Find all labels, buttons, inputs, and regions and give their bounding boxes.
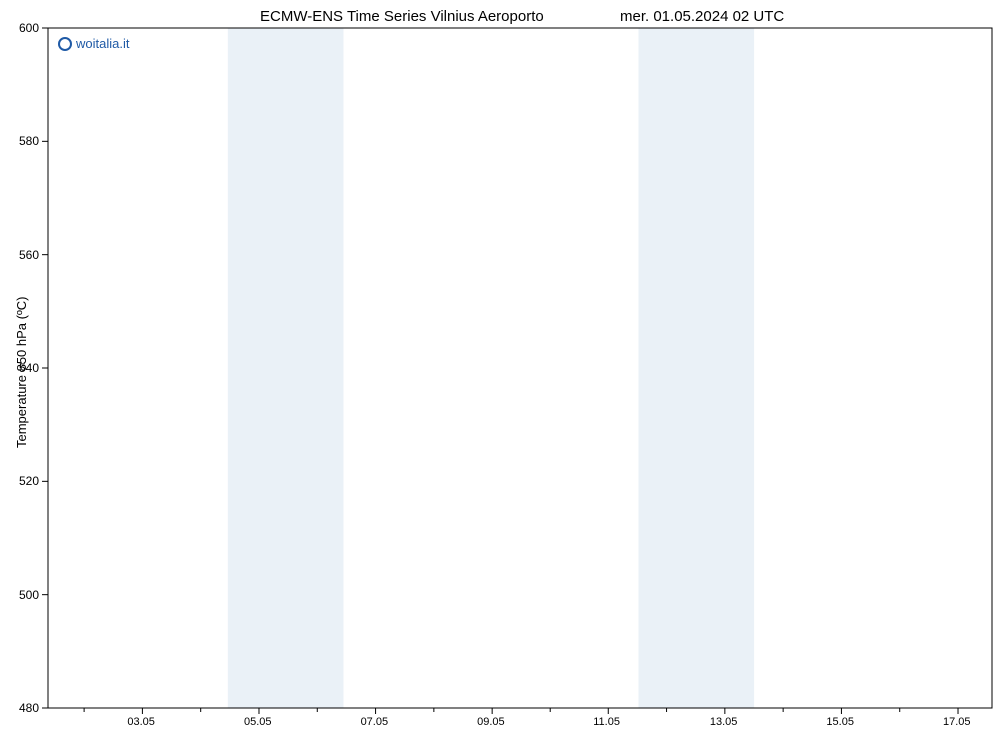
y-tick-label: 480 <box>19 701 39 715</box>
y-tick-label: 560 <box>19 248 39 262</box>
copyright-icon <box>58 37 72 51</box>
watermark-text: woitalia.it <box>76 36 129 51</box>
y-tick-label: 580 <box>19 134 39 148</box>
y-tick-label: 600 <box>19 21 39 35</box>
x-tick-label: 09.05 <box>477 716 505 728</box>
y-tick-label: 520 <box>19 474 39 488</box>
x-tick-label: 05.05 <box>244 716 272 728</box>
x-tick-label: 17.05 <box>943 716 971 728</box>
x-tick-label: 03.05 <box>127 716 155 728</box>
chart-plot <box>0 0 1000 733</box>
x-tick-label: 15.05 <box>826 716 854 728</box>
y-tick-label: 540 <box>19 361 39 375</box>
x-tick-label: 11.05 <box>593 716 620 728</box>
y-tick-label: 500 <box>19 588 39 602</box>
x-tick-label: 13.05 <box>710 716 738 728</box>
watermark: woitalia.it <box>58 36 129 51</box>
chart-stage: ECMW-ENS Time Series Vilnius Aeroporto m… <box>0 0 1000 733</box>
x-tick-label: 07.05 <box>361 716 389 728</box>
